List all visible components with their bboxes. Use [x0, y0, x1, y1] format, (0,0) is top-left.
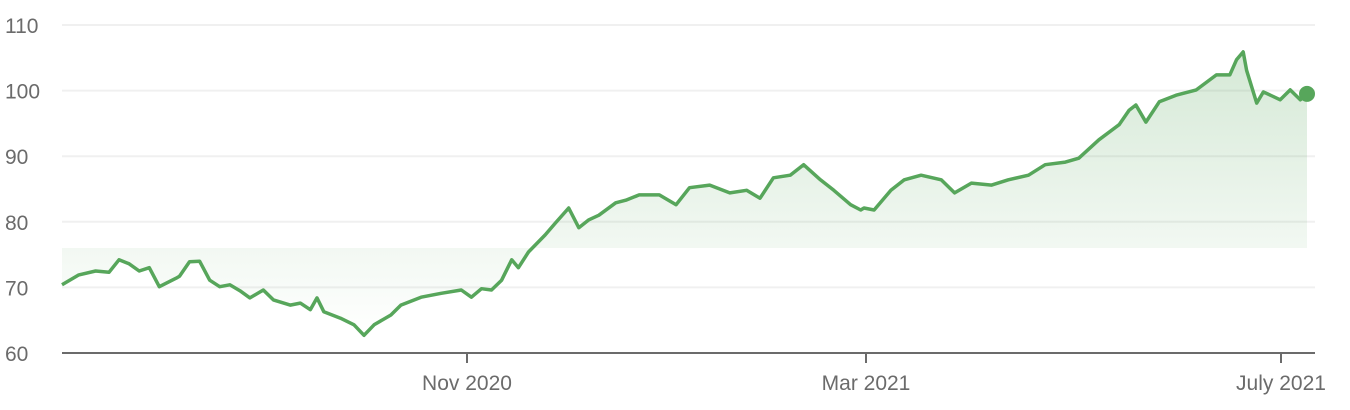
x-tick-label: Nov 2020 [422, 372, 512, 395]
y-axis-labels: 60 70 80 90 100 110 [5, 15, 40, 366]
y-tick-label: 90 [5, 146, 28, 169]
price-line [61, 50, 1309, 338]
price-area-fill [62, 51, 1307, 336]
x-axis-ticks: Nov 2020 Mar 2021 July 2021 [422, 353, 1326, 395]
y-tick-label: 70 [5, 277, 28, 300]
x-tick-label: July 2021 [1236, 372, 1326, 395]
last-price-marker[interactable] [1299, 85, 1315, 102]
y-tick-label: 100 [5, 81, 40, 104]
y-tick-label: 80 [5, 212, 28, 235]
x-tick-label: Mar 2021 [822, 372, 911, 395]
y-tick-label: 60 [5, 343, 28, 366]
y-tick-label: 110 [5, 15, 38, 38]
